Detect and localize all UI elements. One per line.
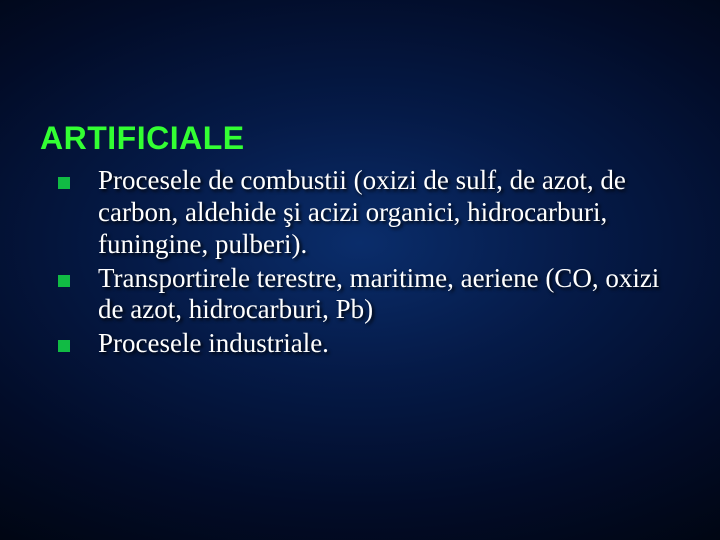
square-bullet-icon: [58, 340, 70, 352]
list-item: Transportirele terestre, maritime, aerie…: [40, 263, 680, 327]
slide-content: ARTIFICIALE Procesele de combustii (oxiz…: [0, 0, 720, 540]
bullet-text: Procesele de combustii (oxizi de sulf, d…: [98, 165, 680, 261]
square-bullet-icon: [58, 177, 70, 189]
square-bullet-icon: [58, 275, 70, 287]
list-item: Procesele de combustii (oxizi de sulf, d…: [40, 165, 680, 261]
slide-title: ARTIFICIALE: [40, 120, 680, 157]
list-item: Procesele industriale.: [40, 328, 680, 360]
bullet-text: Procesele industriale.: [98, 328, 329, 360]
bullet-text: Transportirele terestre, maritime, aerie…: [98, 263, 680, 327]
bullet-list: Procesele de combustii (oxizi de sulf, d…: [40, 165, 680, 360]
